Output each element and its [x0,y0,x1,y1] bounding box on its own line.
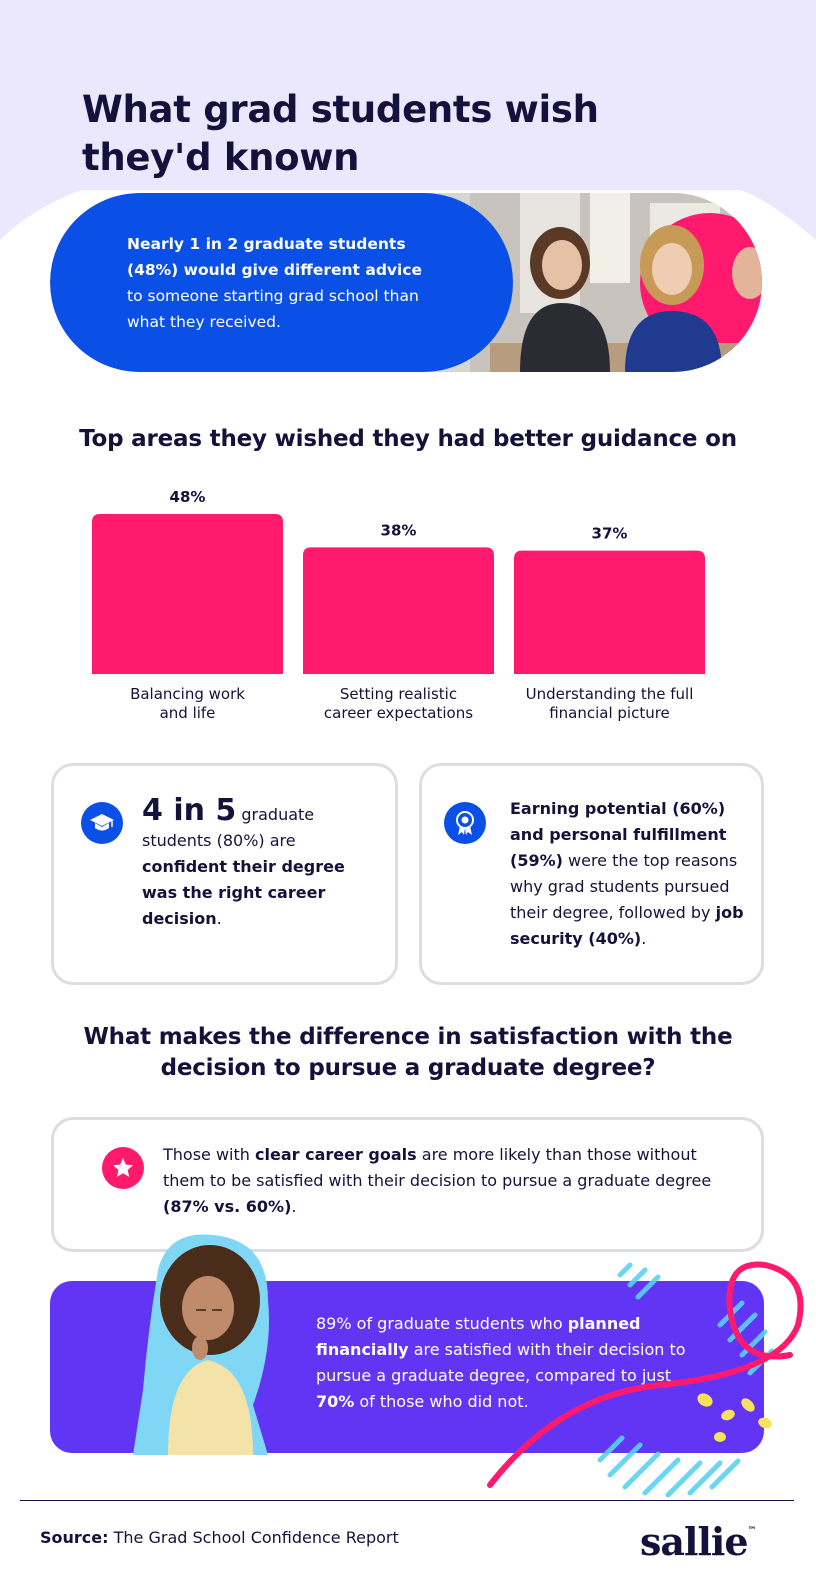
purple-text-2: are satisfied with their decision to pur… [316,1340,686,1385]
card2-bold-2: job security (40%) [510,903,744,948]
satisfaction-heading: What makes the difference in satisfactio… [0,1022,816,1084]
star-icon [102,1147,144,1189]
career-goals-text: Those with clear career goals are more l… [163,1142,723,1220]
source-text: The Grad School Confidence Report [108,1528,399,1547]
decorative-shapes [487,1261,804,1498]
card3-text-1: Those with [163,1145,255,1164]
card1-text-2: . [216,909,222,928]
hero-statement: Nearly 1 in 2 graduate students (48%) wo… [127,231,467,335]
card2-bold-1: Earning potential (60%) and personal ful… [510,799,727,870]
bar-category-label-1: Balancing work and life [88,685,288,723]
bar-category-label-3: Understanding the full financial picture [510,685,710,723]
bar-value-label-3: 37% [592,525,628,543]
bar-value-label-2: 38% [381,521,417,539]
hero-banner: Nearly 1 in 2 graduate students (48%) wo… [50,193,762,372]
reasons-text: Earning potential (60%) and personal ful… [510,796,748,952]
financial-planning-text: 89% of graduate students who planned fin… [316,1311,706,1415]
hero-line-3: to someone starting grad school than [127,287,419,305]
logo-trademark: ™ [747,1526,757,1536]
card3-text-3: . [291,1197,297,1216]
bar-category-line: Setting realistic [339,685,458,703]
student-portrait [133,1234,269,1455]
title-line-1: What grad students wish [82,88,599,131]
logo-wordmark: sallie [640,1519,748,1564]
title-line-2: they'd known [82,136,360,179]
bar-1 [92,514,283,674]
card3-text-2: are more likely than those without them … [163,1145,712,1190]
career-goals-card: Those with clear career goals are more l… [51,1117,764,1252]
page-title: What grad students wish they'd known [82,86,722,182]
hero-blue-pill [50,193,513,372]
satisfaction-heading-line-1: What makes the difference in satisfactio… [83,1024,733,1050]
purple-text-1: 89% of graduate students who [316,1314,568,1333]
card2-text-1: were the top reasons why grad students p… [510,851,738,922]
bar-2 [303,547,494,674]
bar-category-line: financial picture [549,704,670,722]
hero-bold-line-1: Nearly 1 in 2 graduate students [127,235,406,253]
bar-3 [514,550,705,674]
bar-category-line: Understanding the full [525,685,694,703]
guidance-heading: Top areas they wished they had better gu… [79,426,737,452]
card2-text-2: . [641,929,647,948]
guidance-bar-chart: 48% 38% 37% Balancing work and life Setting … [0,480,816,740]
card3-bold-1: clear career goals [255,1145,417,1164]
sallie-logo: sallie™ [640,1519,757,1564]
footer-divider [20,1500,794,1501]
header-background [0,0,816,240]
card1-bold: confident their degree was the right car… [142,857,345,928]
card1-text-1: graduate students (80%) are [142,805,315,850]
source-citation: Source: The Grad School Confidence Repor… [40,1528,399,1547]
degree-confidence-text: 4 in 5 graduate students (80%) are confi… [142,796,372,932]
bar-value-label-1: 48% [170,488,206,506]
award-ribbon-icon [444,802,486,844]
hero-line-4: what they received. [127,313,281,331]
reasons-card: Earning potential (60%) and personal ful… [419,763,764,985]
bar-category-line: and life [159,704,216,722]
graduation-cap-icon [81,802,123,844]
degree-confidence-card: 4 in 5 graduate students (80%) are confi… [51,763,398,985]
purple-bold-2: 70% [316,1392,355,1411]
card3-bold-2: (87% vs. 60%) [163,1197,292,1216]
source-label: Source: [40,1528,109,1547]
purple-text-3: of those who did not. [354,1392,529,1411]
bar-category-label-2: Setting realistic career expectations [299,685,499,723]
satisfaction-heading-line-2: decision to pursue a graduate degree? [160,1055,656,1081]
purple-bold-1: planned financially [316,1314,641,1359]
bar-category-line: Balancing work [130,685,245,703]
bar-category-line: career expectations [323,704,474,722]
bar-chart-svg: 48% 38% 37% [92,488,705,674]
stat-four-in-five: 4 in 5 [142,793,237,828]
hero-bold-line-2: (48%) would give different advice [127,261,423,279]
